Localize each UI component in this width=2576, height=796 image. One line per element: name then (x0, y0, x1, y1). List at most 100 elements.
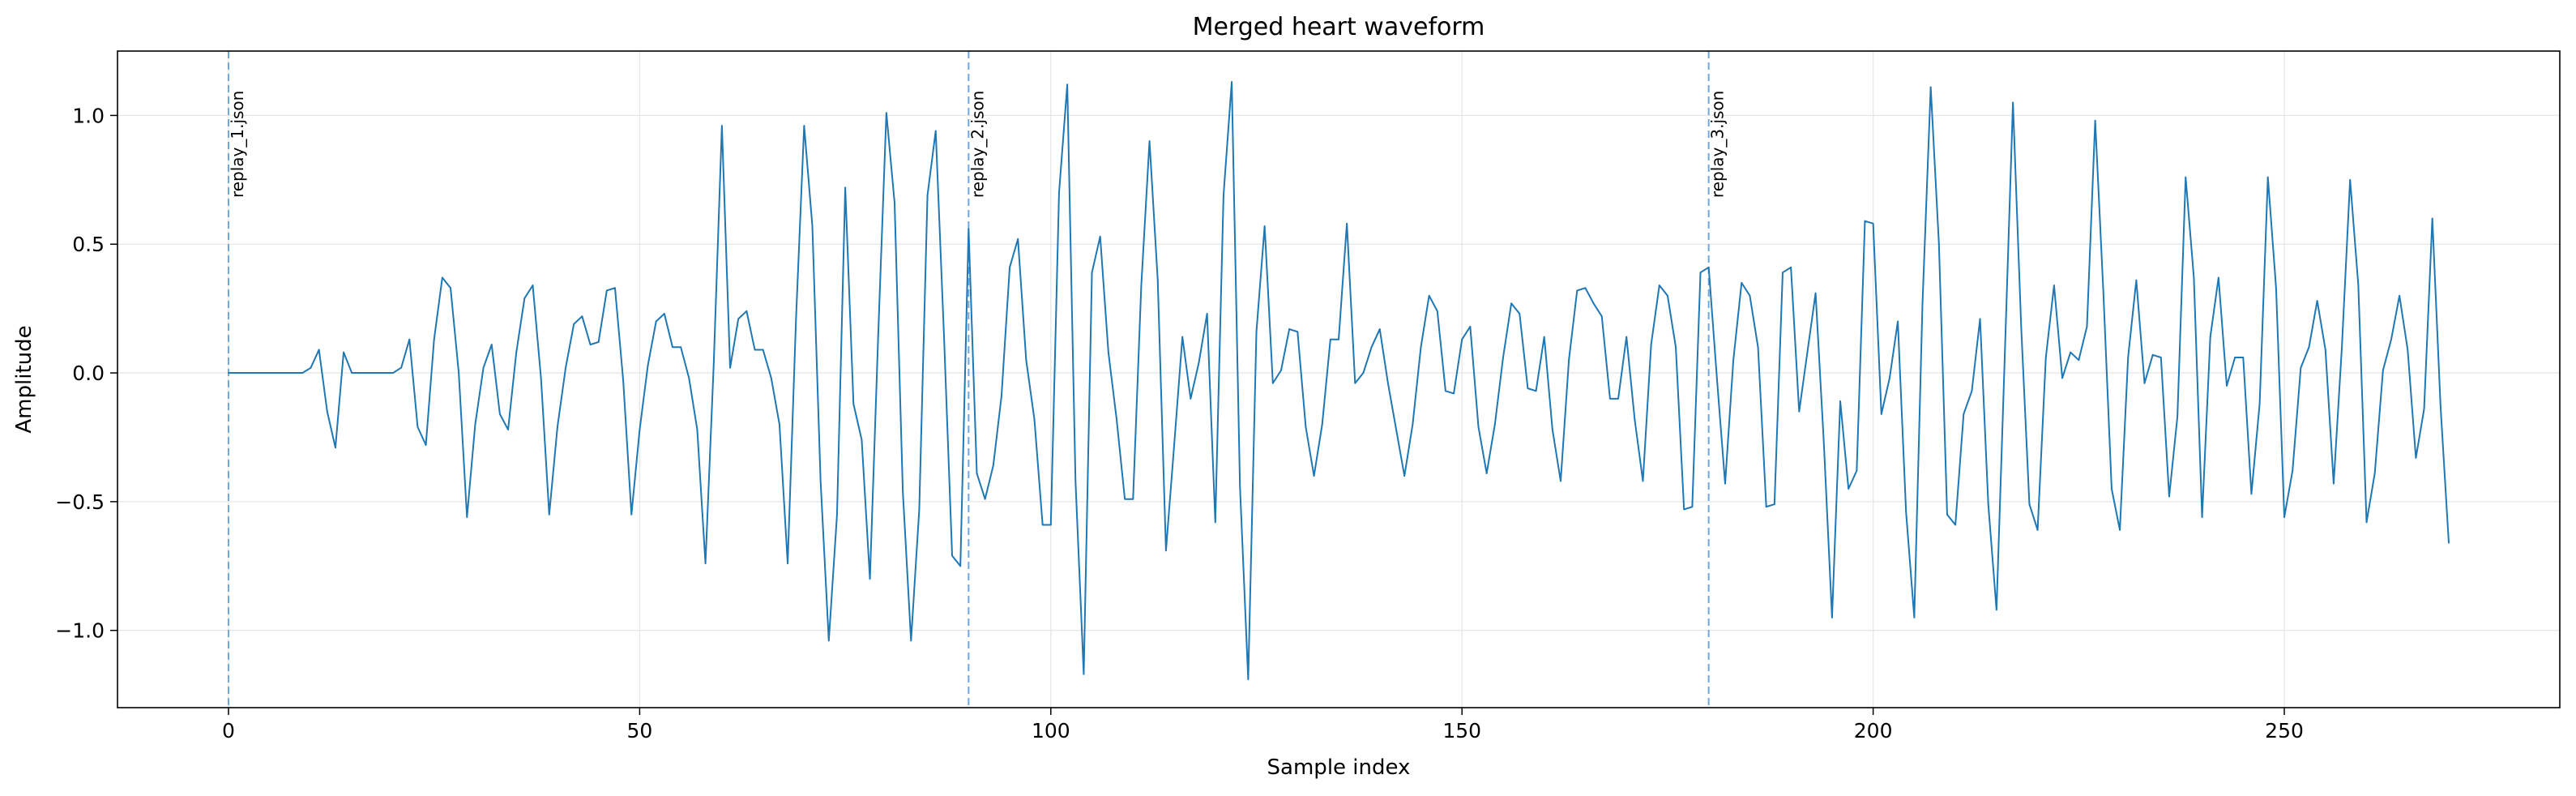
data-point (532, 285, 534, 286)
data-point (2341, 346, 2343, 349)
data-point (474, 423, 476, 426)
data-point (696, 429, 698, 430)
waveform-points (228, 81, 2450, 680)
data-point (1493, 423, 1496, 426)
data-point (1822, 441, 1825, 443)
data-point (1773, 503, 1775, 505)
data-point (1329, 338, 1331, 340)
data-point (236, 372, 238, 374)
data-point (811, 225, 814, 227)
data-point (1707, 266, 1710, 268)
data-point (285, 372, 287, 374)
data-point (2209, 336, 2211, 338)
data-point (408, 338, 411, 340)
data-point (1247, 678, 1250, 680)
data-point (573, 323, 575, 325)
data-point (1091, 272, 1093, 274)
data-point (2439, 405, 2441, 408)
data-point (1732, 359, 1735, 362)
x-tick-label: 250 (2265, 719, 2304, 743)
data-point (548, 513, 550, 516)
data-point (1198, 362, 1200, 364)
data-point (803, 125, 805, 127)
data-point (2300, 366, 2302, 369)
data-point (1181, 336, 1184, 338)
data-point (359, 372, 361, 374)
data-point (1831, 616, 1833, 618)
data-point (1527, 387, 1529, 390)
x-tick-label: 150 (1442, 719, 1481, 743)
data-point (2053, 285, 2055, 286)
data-point (622, 379, 625, 382)
data-point (2086, 325, 2088, 327)
data-point (1814, 292, 1817, 294)
data-point (1477, 426, 1480, 428)
data-point (2250, 493, 2253, 495)
data-point (2316, 300, 2318, 302)
data-point (1140, 285, 1143, 286)
data-point (458, 372, 460, 374)
data-point (2275, 287, 2277, 289)
data-point (1173, 444, 1175, 446)
data-point (252, 372, 254, 374)
data-point (1420, 346, 1422, 349)
data-point (1608, 397, 1611, 400)
data-point (2102, 292, 2104, 294)
data-point (918, 508, 921, 511)
data-point (1214, 521, 1216, 524)
data-point (1412, 423, 1414, 426)
data-point (1600, 315, 1603, 318)
data-point (819, 480, 822, 482)
data-point (754, 349, 756, 351)
data-point (1650, 344, 1652, 346)
data-point (540, 377, 542, 379)
y-axis-label: Amplitude (12, 325, 36, 433)
plot-frame (117, 50, 2561, 708)
data-point (1519, 313, 1521, 315)
data-point (2349, 178, 2352, 181)
x-tick-label: 100 (1032, 719, 1070, 743)
data-point (1321, 423, 1323, 426)
data-point (1313, 475, 1315, 477)
data-point (1453, 392, 1455, 395)
data-point (383, 372, 386, 374)
data-point (2177, 416, 2179, 417)
data-point (1741, 281, 1743, 284)
data-point (1049, 524, 1052, 526)
data-point (1543, 336, 1545, 338)
data-point (968, 228, 970, 230)
data-point (2283, 516, 2285, 518)
data-point (1386, 382, 1389, 384)
x-axis-label: Sample index (1267, 755, 1411, 780)
file-boundary-label: replay_3.json (1708, 91, 1728, 198)
data-point (712, 364, 715, 366)
data-point (1592, 302, 1595, 305)
data-point (770, 377, 772, 379)
data-point (1798, 410, 1801, 413)
data-point (1395, 429, 1397, 430)
data-point (852, 403, 855, 405)
data-point (2217, 276, 2219, 279)
data-point (1568, 359, 1570, 362)
data-point (2036, 529, 2039, 531)
data-point (2324, 349, 2326, 351)
data-point (2423, 408, 2425, 410)
data-point (581, 315, 583, 318)
data-point (1551, 429, 1553, 430)
data-point (1667, 294, 1668, 297)
data-point (597, 341, 600, 343)
data-point (2135, 279, 2138, 281)
data-point (433, 338, 435, 340)
data-point (1403, 475, 1406, 477)
data-point (1156, 279, 1159, 281)
data-point (1675, 346, 1677, 349)
data-point (704, 563, 707, 565)
data-point (2415, 456, 2417, 459)
data-point (1164, 550, 1167, 552)
data-point (2448, 541, 2450, 544)
data-point (2357, 285, 2360, 286)
data-point (301, 372, 304, 374)
data-point (1485, 473, 1488, 474)
data-point (2185, 176, 2187, 178)
